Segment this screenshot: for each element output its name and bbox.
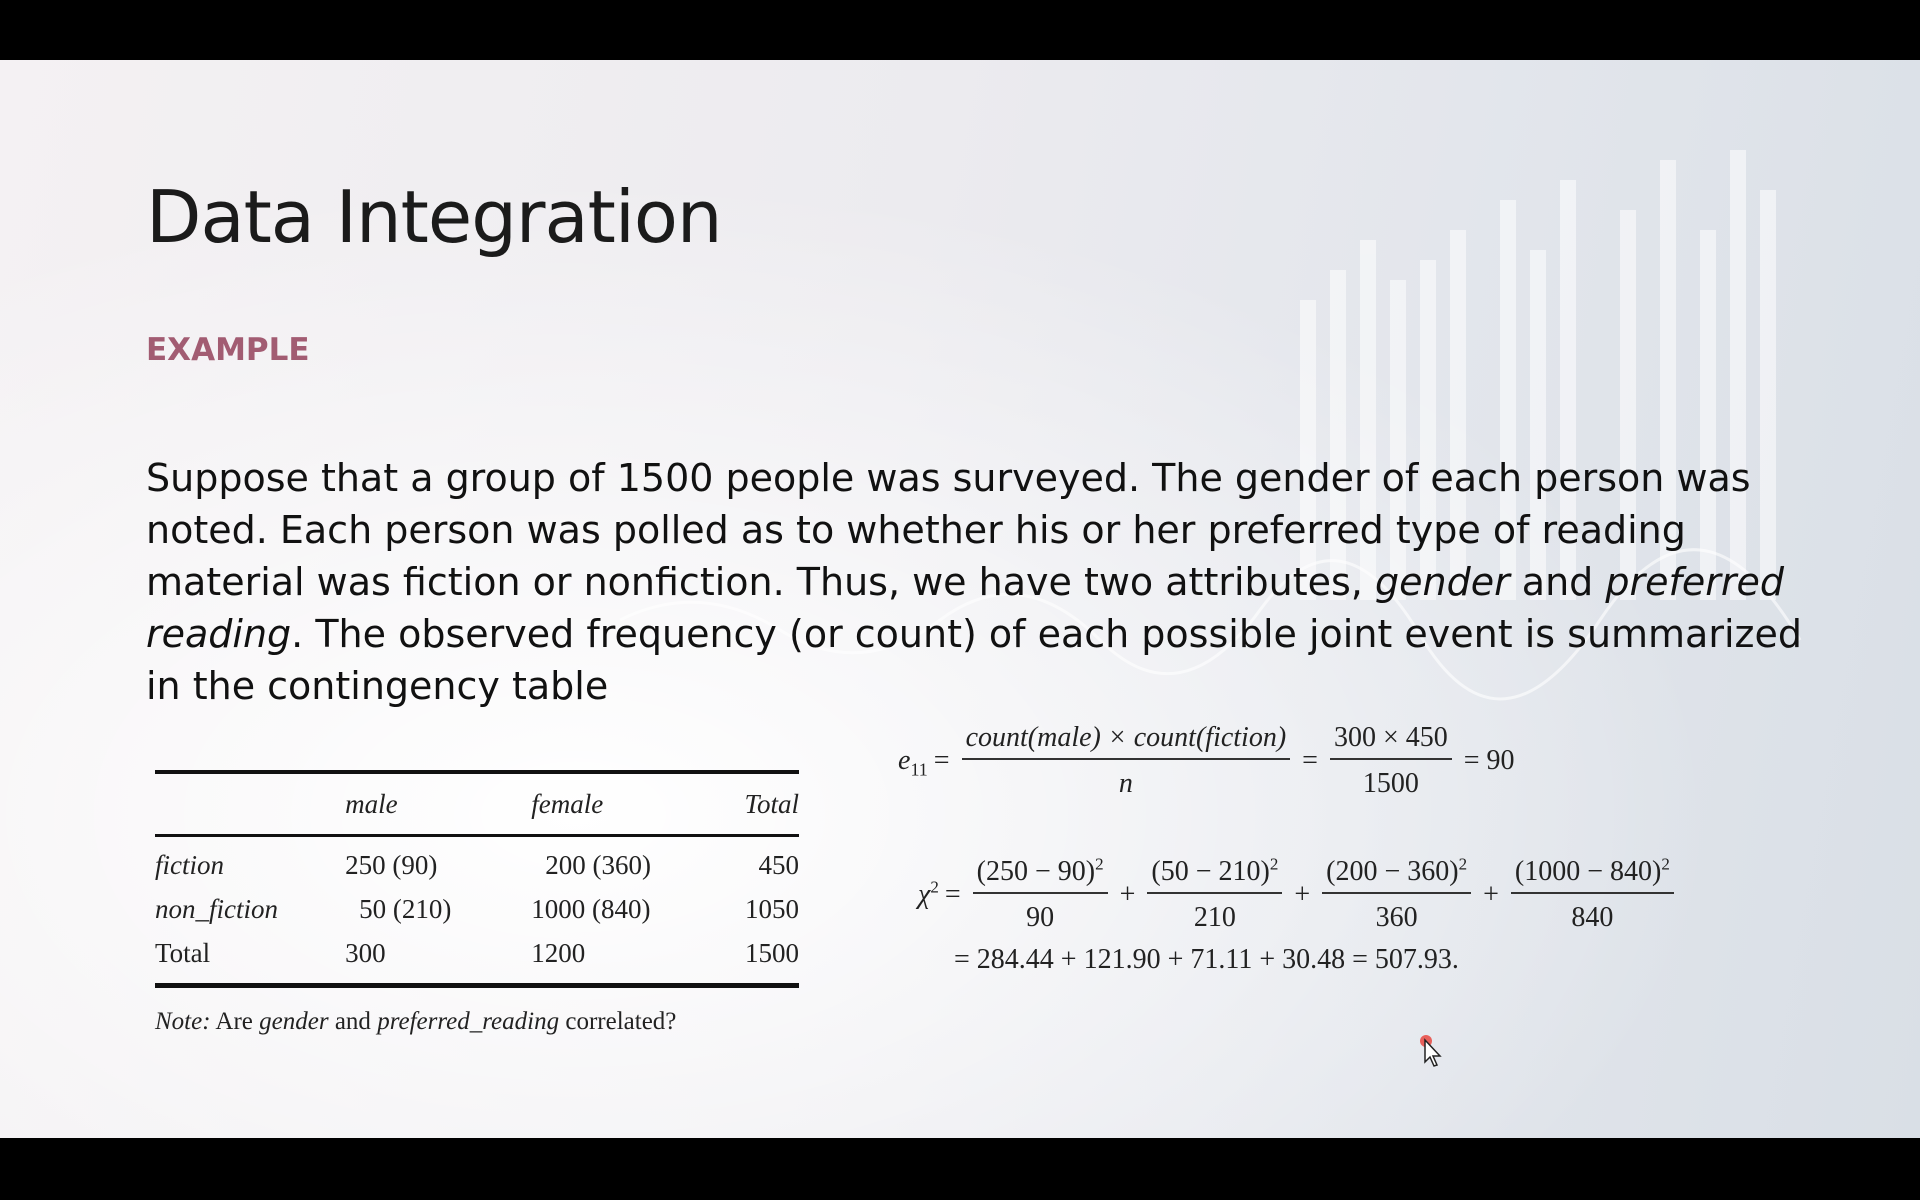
fraction-denominator: 360: [1375, 902, 1418, 933]
exponent: 2: [1095, 854, 1104, 874]
example-paragraph: Suppose that a group of 1500 people was …: [146, 452, 1826, 712]
note-emphasis-gender: gender: [259, 1008, 329, 1035]
fraction-denominator: 210: [1193, 902, 1236, 933]
plus-sign: +: [1294, 879, 1311, 910]
fraction-numerator: count(male) × count(fiction): [961, 722, 1291, 760]
mouse-pointer-icon: [1420, 1035, 1442, 1067]
table-row: non_fiction 50 (210) 1000 (840) 1050: [155, 887, 799, 931]
row-label-non-fiction: non_fiction: [155, 893, 278, 924]
paragraph-emphasis-gender: gender: [1374, 560, 1510, 604]
table-cell: 1050: [745, 893, 799, 924]
table-header-female: female: [531, 788, 604, 819]
slide: Data Integration EXAMPLE Suppose that a …: [0, 60, 1920, 1138]
chi-square-result: = 284.44 + 121.90 + 71.11 + 30.48 = 507.…: [954, 944, 1680, 976]
chi-letter: χ: [918, 879, 931, 910]
table-cell: 450: [758, 849, 800, 880]
fraction: (50 − 210)2 210: [1147, 854, 1283, 934]
result: = 90: [1463, 745, 1515, 776]
equals-sign: =: [1302, 745, 1318, 776]
row-label-total: Total: [155, 937, 211, 968]
fraction-denominator: n: [1118, 768, 1133, 799]
chi-square-formula: χ2 = (250 − 90)2 90 + (50 − 210)2 210 + …: [918, 856, 1680, 976]
table-row: fiction 250 (90) 200 (360) 450: [155, 836, 799, 888]
table-header-cell: [155, 772, 345, 836]
table-note: Note: Are gender and preferred_reading c…: [155, 1008, 799, 1036]
fraction-denominator: 90: [1026, 902, 1055, 933]
note-prefix: Note:: [155, 1008, 211, 1035]
note-text: and: [328, 1008, 378, 1035]
plus-sign: +: [1119, 879, 1136, 910]
row-label-fiction: fiction: [155, 849, 224, 880]
numerator-text: (200 − 360): [1326, 856, 1459, 887]
fraction-numerator: (50 − 210)2: [1147, 854, 1283, 894]
fraction-numerator: (1000 − 840)2: [1510, 854, 1674, 894]
table-header-male: male: [345, 788, 398, 819]
e-variable: e: [898, 745, 911, 776]
chi-exponent: 2: [930, 877, 939, 897]
e11-symbol: e11: [898, 745, 928, 780]
note-emphasis-preferred-reading: preferred_reading: [377, 1008, 560, 1035]
paragraph-emphasis-preferred-reading: preferred reading: [146, 560, 1784, 656]
fraction-denominator: 840: [1571, 902, 1614, 933]
table-cell: 1000 (840): [531, 893, 651, 924]
plus-sign: +: [1483, 879, 1499, 910]
slide-title: Data Integration: [146, 175, 723, 259]
numerator-text: (1000 − 840): [1514, 856, 1662, 887]
table-cell: 1200: [531, 937, 586, 968]
expected-frequency-formula: e11 = count(male) × count(fiction) n = 3…: [898, 722, 1521, 800]
table-cell: 300: [345, 937, 386, 968]
table-cell: 1500: [745, 937, 799, 968]
exponent: 2: [1458, 854, 1468, 874]
paragraph-text-1: Suppose that a group of 1500 people was …: [146, 456, 1751, 604]
contingency-table: male female Total fiction 250 (90) 200 (…: [155, 770, 799, 988]
exponent: 2: [1661, 854, 1670, 874]
table-cell: 50 (210): [359, 893, 452, 924]
fraction: (250 − 90)2 90: [972, 854, 1108, 934]
numerator-text: (50 − 210): [1151, 856, 1270, 887]
fraction-numerator: (250 − 90)2: [972, 854, 1108, 894]
fraction: 300 × 450 1500: [1329, 722, 1452, 800]
contingency-table-block: male female Total fiction 250 (90) 200 (…: [155, 770, 799, 1036]
note-text: correlated?: [559, 1008, 677, 1035]
fraction: (200 − 360)2 360: [1322, 854, 1472, 934]
numerator-text: (250 − 90): [976, 856, 1096, 887]
fraction-numerator: (200 − 360)2: [1322, 854, 1472, 894]
example-heading: EXAMPLE: [146, 332, 310, 368]
table-cell: 250 (90): [345, 849, 438, 880]
e-subscript: 11: [910, 759, 928, 780]
table-header-row: male female Total: [155, 772, 799, 836]
paragraph-text-3: . The observed frequency (or count) of e…: [146, 612, 1802, 708]
equals-sign: =: [944, 879, 961, 910]
paragraph-text-2: and: [1509, 560, 1606, 604]
chi-square-result-text: = 284.44 + 121.90 + 71.11 + 30.48 = 507.…: [954, 944, 1459, 975]
table-header-total: Total: [744, 788, 799, 819]
fraction-denominator: 1500: [1362, 768, 1419, 799]
table-row: Total 300 1200 1500: [155, 931, 799, 986]
fraction: (1000 − 840)2 840: [1510, 854, 1674, 934]
exponent: 2: [1269, 854, 1279, 874]
note-text: Are: [210, 1008, 260, 1035]
fraction: count(male) × count(fiction) n: [961, 722, 1291, 800]
equals-sign: =: [933, 745, 950, 776]
fraction-numerator: 300 × 450: [1329, 722, 1452, 760]
table-cell: 200 (360): [545, 849, 651, 880]
chi-symbol: χ2: [918, 879, 939, 911]
